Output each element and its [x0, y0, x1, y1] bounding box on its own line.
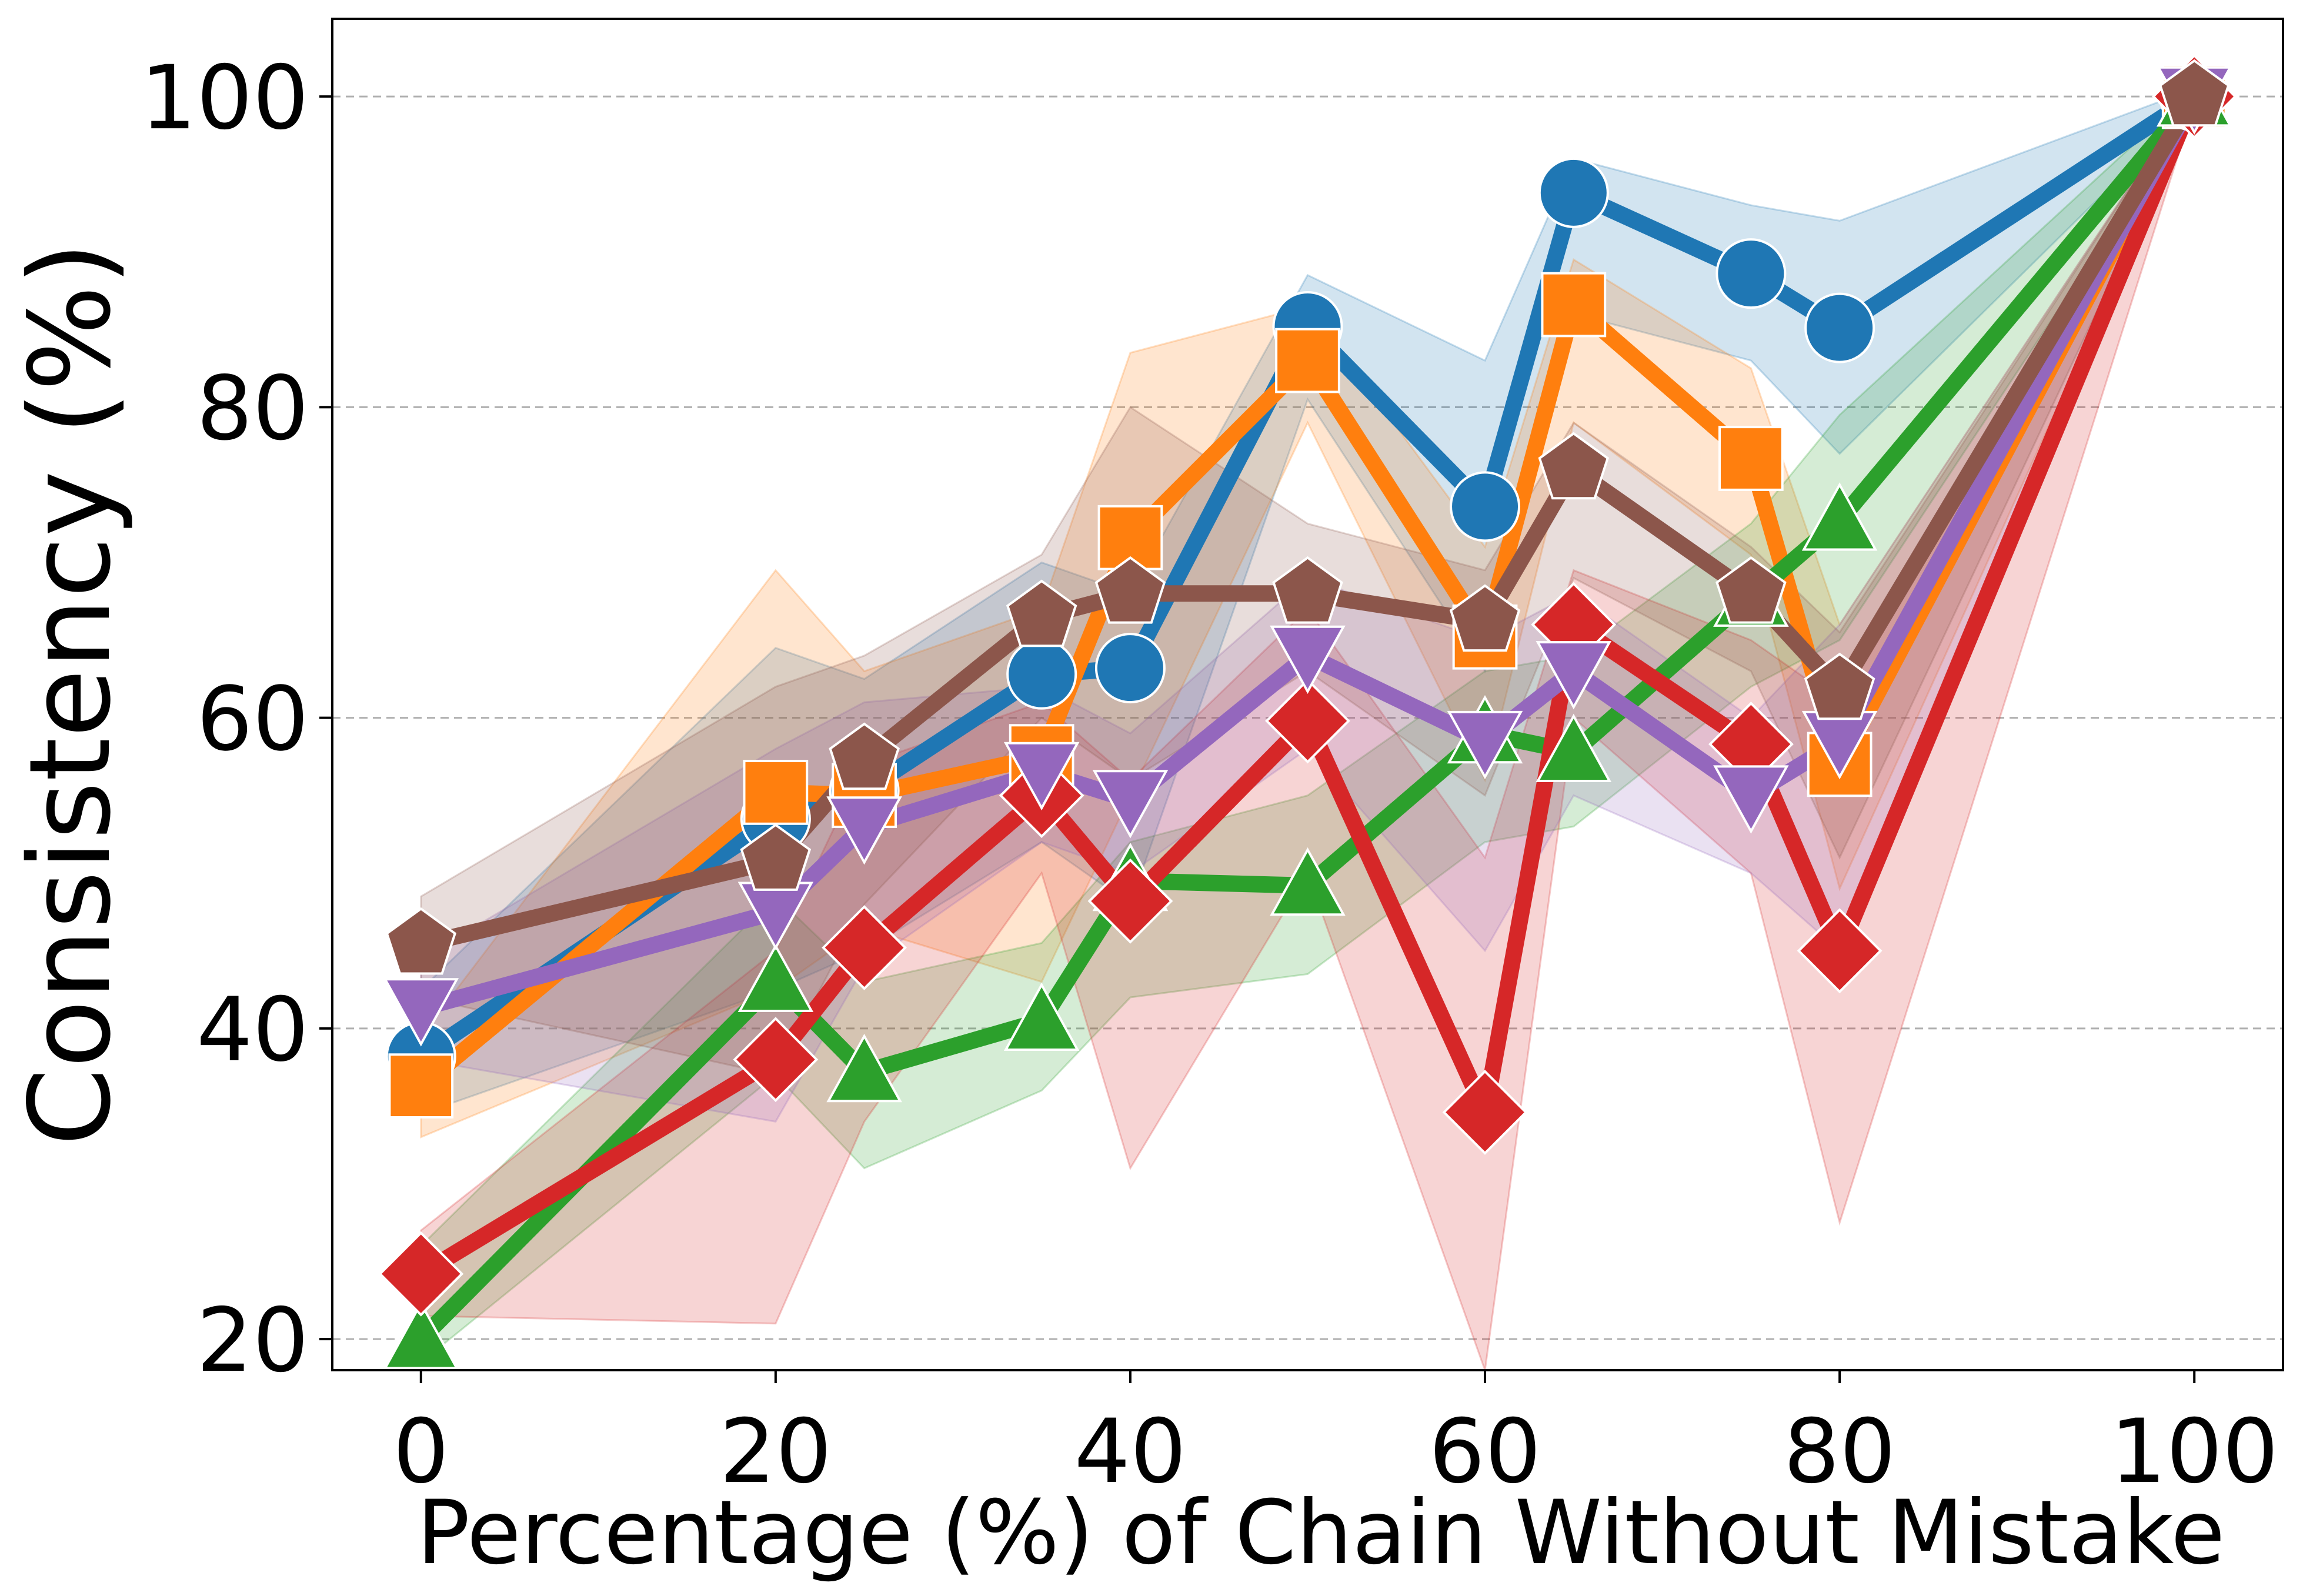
brown-pentagon-point-80: [1804, 652, 1875, 720]
red-diamond-point-80: [1797, 908, 1883, 994]
tick-label-x-0: 0: [393, 1401, 449, 1503]
blue-circle-point-40: [1094, 633, 1166, 704]
tick-label-y-100: 100: [141, 47, 309, 149]
purple-triangle-down-point-75: [1713, 765, 1789, 834]
tick-label-y-60: 60: [196, 669, 309, 771]
tick-label-y-80: 80: [196, 358, 309, 460]
tick-label-x-60: 60: [1429, 1401, 1541, 1503]
orange-square-point-75: [1718, 426, 1784, 491]
purple-triangle-down-point-60: [1447, 710, 1523, 780]
brown-pentagon-point-0: [385, 907, 457, 975]
orange-square-point-65: [1541, 272, 1607, 338]
purple-triangle-down-point-40: [1092, 770, 1169, 839]
blue-circle-point-60: [1450, 471, 1521, 542]
brown-pentagon-point-20: [740, 823, 812, 891]
axis-ticks: 20 40 60 80 100 0 20 40 60 80 100: [141, 47, 2279, 1503]
tick-label-x-80: 80: [1784, 1401, 1896, 1503]
purple-triangle-down-point-35: [1003, 742, 1080, 811]
y-axis-label: Consistency (%): [5, 242, 135, 1146]
red-diamond-point-20: [733, 1017, 819, 1103]
purple-triangle-down-point-25: [826, 796, 902, 865]
red-diamond-point-40: [1087, 858, 1173, 944]
green-triangle-up-point-20: [737, 943, 814, 1012]
green-triangle-up-point-80: [1801, 482, 1878, 551]
tick-label-x-100: 100: [2110, 1401, 2278, 1503]
brown-pentagon-point-50: [1272, 556, 1343, 624]
red-diamond-point-25: [822, 905, 907, 990]
green-triangle-up-point-35: [1003, 982, 1080, 1051]
tick-label-y-40: 40: [196, 979, 309, 1081]
series-markers: [378, 54, 2237, 1370]
green-triangle-up-point-50: [1270, 847, 1346, 916]
green-triangle-up-point-65: [1536, 713, 1612, 782]
orange-square-point-40: [1097, 505, 1163, 570]
red-diamond-point-60: [1442, 1070, 1528, 1155]
purple-triangle-down-point-50: [1270, 625, 1346, 695]
purple-triangle-down-point-0: [383, 978, 459, 1047]
red-diamond-point-50: [1265, 678, 1350, 764]
tick-label-x-20: 20: [719, 1401, 832, 1503]
blue-circle-point-65: [1538, 157, 1609, 228]
orange-square-point-50: [1275, 328, 1340, 393]
brown-pentagon-point-100: [2158, 59, 2230, 127]
blue-circle-point-80: [1804, 292, 1875, 363]
purple-triangle-down-point-65: [1536, 641, 1612, 710]
tick-label-y-20: 20: [196, 1290, 309, 1392]
brown-pentagon-point-35: [1006, 579, 1077, 647]
plot-frame: [331, 18, 2284, 1371]
blue-circle-point-35: [1006, 639, 1077, 710]
blue-circle-point-75: [1715, 238, 1787, 309]
red-diamond-point-0: [378, 1231, 464, 1317]
brown-pentagon-point-40: [1094, 556, 1166, 624]
brown-pentagon-point-65: [1538, 432, 1610, 500]
x-axis-label: Percentage (%) of Chain Without Mistake: [417, 1482, 2225, 1584]
tick-label-x-40: 40: [1074, 1401, 1187, 1503]
brown-pentagon-point-25: [829, 722, 900, 790]
orange-square-point-20: [743, 760, 809, 825]
brown-pentagon-point-75: [1715, 556, 1787, 624]
green-triangle-up-point-0: [383, 1301, 459, 1370]
green-triangle-up-point-25: [826, 1033, 902, 1103]
orange-square-point-0: [388, 1053, 454, 1118]
brown-pentagon-point-60: [1449, 584, 1521, 652]
